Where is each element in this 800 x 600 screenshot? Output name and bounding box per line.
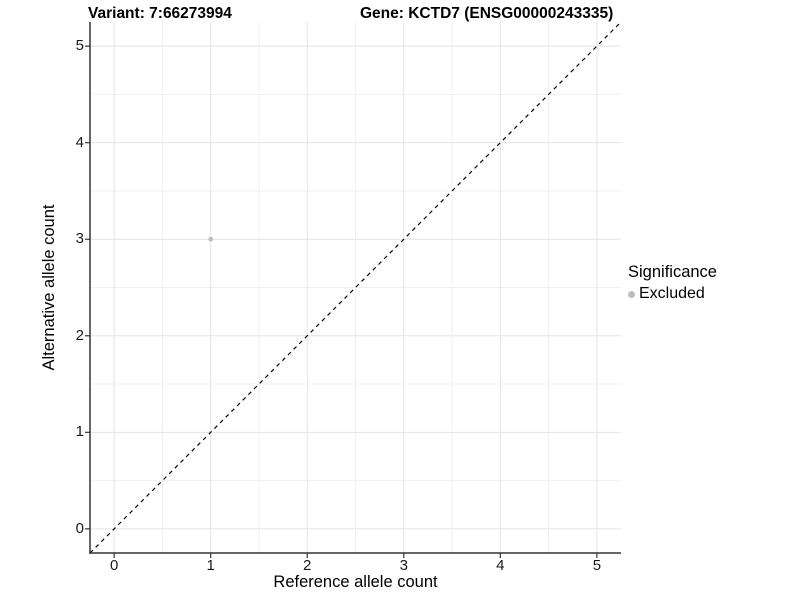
x-tick-label: 0 [109, 557, 119, 574]
y-tick-label: 3 [75, 230, 84, 248]
y-tick-label: 1 [75, 423, 84, 441]
x-tick-label: 2 [303, 557, 312, 574]
y-tick-label: 5 [75, 37, 84, 55]
plot-title-gene: Gene: KCTD7 (ENSG00000243335) [360, 5, 614, 22]
legend-title: Significance [628, 263, 717, 281]
y-tick-label: 0 [75, 519, 84, 537]
legend-item: Excluded [628, 285, 717, 303]
plot-title-variant: Variant: 7:66273994 [88, 5, 232, 22]
x-tick-label: 5 [592, 557, 602, 574]
y-tick-label: 2 [75, 326, 84, 344]
x-tick-label: 4 [496, 557, 505, 574]
x-tick-label: 3 [399, 557, 408, 574]
x-tick-label: 1 [206, 557, 215, 574]
legend-items: Excluded [628, 285, 717, 303]
identity-reference-line [89, 21, 622, 554]
x-axis-label: Reference allele count [273, 573, 438, 591]
data-point [208, 236, 213, 242]
y-axis-label: Alternative allele count [40, 204, 58, 371]
legend: Significance Excluded [628, 263, 717, 303]
legend-key-dot-icon [628, 290, 635, 298]
legend-item-label: Excluded [639, 285, 705, 302]
y-tick-label: 4 [75, 133, 84, 151]
